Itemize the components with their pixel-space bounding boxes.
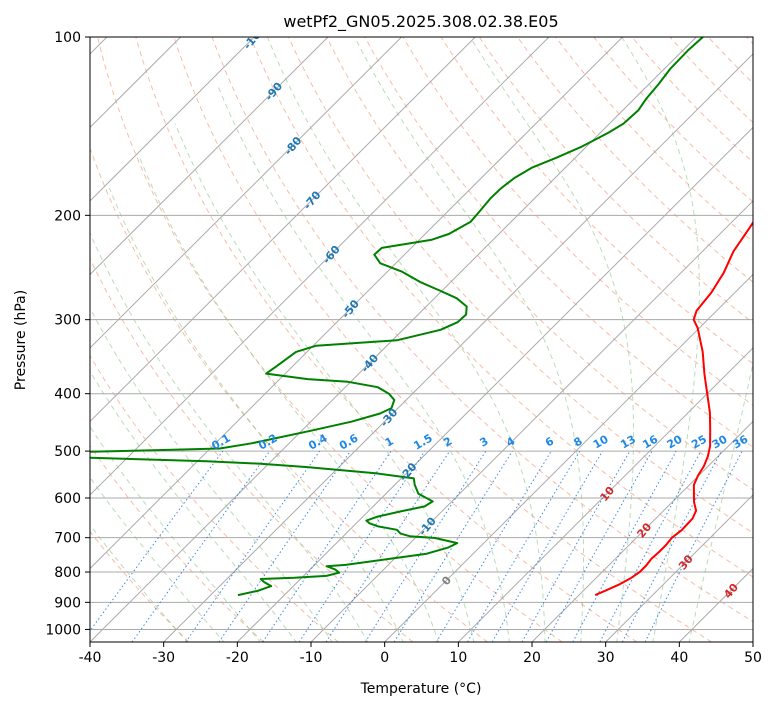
y-tick-label: 500 [54,444,81,460]
y-tick-label: 100 [54,30,81,46]
x-tick-label: 30 [597,650,615,666]
x-tick-label: -20 [226,650,249,666]
x-tick-label: -30 [152,650,175,666]
x-tick-label: -40 [79,650,102,666]
x-tick-label: 10 [449,650,467,666]
chart-title: wetPf2_GN05.2025.308.02.38.E05 [283,12,558,32]
y-tick-label: 700 [54,531,81,547]
y-tick-label: 600 [54,491,81,507]
x-tick-label: -10 [300,650,323,666]
x-axis-label: Temperature (°C) [360,681,482,697]
y-tick-label: 400 [54,387,81,403]
y-tick-label: 300 [54,313,81,329]
x-tick-label: 50 [744,650,762,666]
x-tick-label: 20 [523,650,541,666]
y-tick-label: 1000 [45,622,81,638]
x-tick-label: 0 [380,650,389,666]
x-tick-label: 40 [670,650,688,666]
y-tick-label: 800 [54,565,81,581]
y-tick-label: 200 [54,208,81,224]
y-axis-label: Pressure (hPa) [13,290,29,390]
y-tick-label: 900 [54,595,81,611]
